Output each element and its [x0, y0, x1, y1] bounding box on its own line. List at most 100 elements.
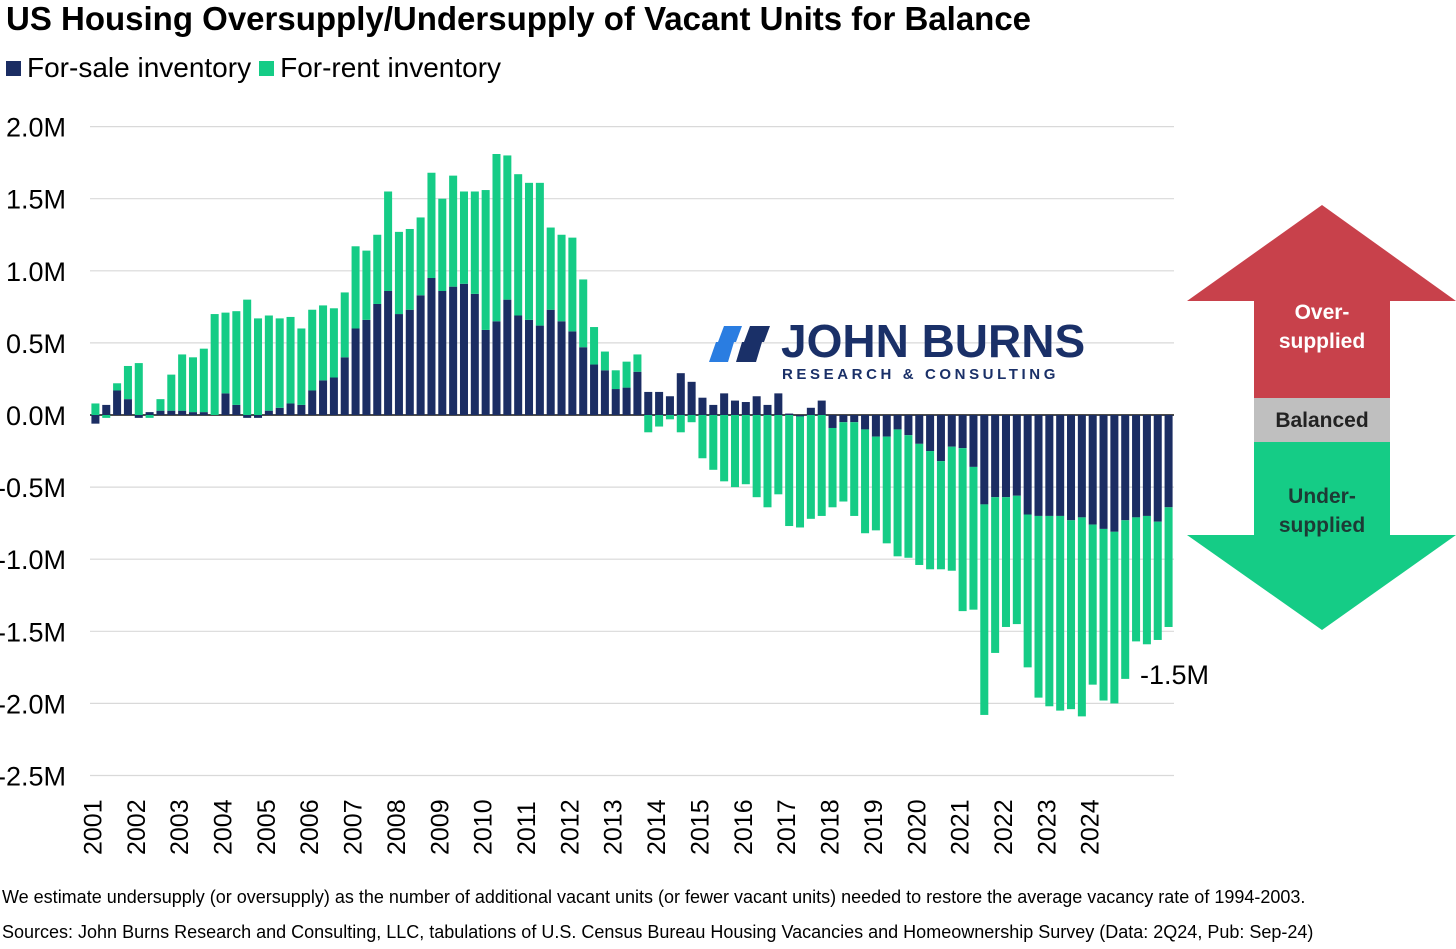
bar-for-sale: [1001, 415, 1010, 498]
bar-for-rent: [91, 403, 100, 415]
bar-for-rent: [676, 415, 685, 433]
bar-for-sale: [546, 309, 555, 415]
bar-for-sale: [590, 364, 599, 415]
bar-for-sale: [264, 410, 273, 415]
bar-for-rent: [384, 191, 393, 291]
bar-for-rent: [1023, 514, 1032, 668]
legend-label-for-rent: For-rent inventory: [280, 52, 502, 83]
bar-for-rent: [893, 429, 902, 557]
undersupplied-arrow: [1187, 442, 1456, 630]
bar-for-rent: [243, 299, 252, 415]
x-tick-label: 2010: [470, 799, 498, 855]
bar-for-rent: [1164, 507, 1173, 627]
bar-for-sale: [763, 404, 772, 415]
bar-for-sale: [1077, 415, 1086, 518]
bar-for-sale: [698, 397, 707, 415]
bar-for-rent: [329, 308, 338, 378]
bar-for-sale: [535, 325, 544, 415]
bar-for-rent: [394, 231, 403, 315]
bar-for-sale: [980, 415, 989, 505]
bar-for-rent: [622, 361, 631, 388]
bar-for-rent: [514, 174, 523, 316]
bar-for-sale: [915, 415, 924, 444]
y-tick-label: 0.0M: [6, 401, 66, 431]
bar-for-sale: [1045, 415, 1054, 516]
bar-for-sale: [1023, 415, 1032, 515]
bar-for-sale: [275, 407, 284, 415]
bar-for-sale: [405, 309, 414, 415]
bar-for-sale: [817, 400, 826, 415]
bar-for-sale: [1088, 415, 1097, 525]
bar-for-sale: [514, 315, 523, 415]
bar-for-sale: [134, 415, 143, 418]
chart-title: US Housing Oversupply/Undersupply of Vac…: [6, 0, 1032, 37]
bar-for-sale: [774, 393, 783, 415]
bar-for-rent: [730, 415, 739, 488]
bar-for-rent: [156, 399, 165, 411]
bar-for-rent: [286, 316, 295, 404]
chart-bars: [91, 154, 1173, 717]
bar-for-rent: [665, 415, 674, 420]
oversupplied-arrow: [1187, 205, 1456, 398]
legend-label-for-sale: For-sale inventory: [27, 52, 252, 83]
x-tick-label: 2008: [383, 799, 411, 855]
bar-for-rent: [1088, 524, 1097, 685]
bar-for-rent: [1110, 531, 1119, 704]
bar-for-rent: [1099, 528, 1108, 701]
bar-for-sale: [936, 415, 945, 462]
bar-for-sale: [102, 404, 111, 415]
bar-for-rent: [655, 415, 664, 427]
bar-for-sale: [438, 290, 447, 415]
x-tick-label: 2018: [817, 799, 845, 855]
bar-for-sale: [329, 377, 338, 415]
bar-for-sale: [709, 404, 718, 415]
bar-for-rent: [449, 175, 458, 287]
bar-for-rent: [698, 415, 707, 459]
x-tick-label: 2003: [166, 799, 194, 855]
x-tick-label: 2024: [1077, 799, 1105, 855]
bar-for-sale: [503, 299, 512, 415]
bar-for-rent: [1001, 497, 1010, 627]
bar-for-rent: [503, 155, 512, 300]
bar-for-sale: [243, 415, 252, 418]
bar-for-rent: [763, 415, 772, 508]
bar-for-sale: [351, 328, 360, 415]
bar-for-rent: [926, 451, 935, 570]
bar-for-rent: [1077, 517, 1086, 717]
bar-for-sale: [1099, 415, 1108, 529]
bar-for-sale: [1110, 415, 1119, 532]
bar-for-sale: [557, 321, 566, 415]
bar-for-sale: [525, 319, 534, 415]
bar-for-sale: [449, 286, 458, 415]
bar-for-rent: [796, 416, 805, 528]
x-tick-label: 2005: [253, 799, 281, 855]
logo-name: JOHN BURNS: [781, 315, 1086, 367]
bar-for-rent: [850, 422, 859, 516]
legend-item-for-rent: For-rent inventory: [259, 52, 501, 84]
bar-for-rent: [633, 354, 642, 372]
bar-for-rent: [590, 327, 599, 365]
x-tick-label: 2001: [79, 799, 107, 855]
bar-for-sale: [611, 389, 620, 415]
bar-for-rent: [644, 415, 653, 433]
bar-for-sale: [991, 415, 1000, 498]
bar-for-rent: [1045, 515, 1054, 707]
x-tick-label: 2017: [773, 799, 801, 855]
bar-for-sale: [806, 407, 815, 415]
bar-for-rent: [1034, 515, 1043, 698]
bar-for-rent: [297, 328, 306, 405]
bar-for-sale: [785, 413, 794, 415]
bar-for-sale: [384, 290, 393, 415]
bar-for-rent: [308, 309, 317, 391]
bar-for-sale: [839, 415, 848, 423]
bar-for-rent: [839, 422, 848, 502]
y-tick-label: -2.5M: [0, 762, 66, 792]
bar-for-sale: [882, 415, 891, 437]
bar-for-sale: [969, 415, 978, 467]
bar-for-sale: [1153, 415, 1162, 522]
x-tick-label: 2022: [990, 799, 1018, 855]
bar-for-rent: [145, 415, 154, 418]
bar-for-sale: [958, 415, 967, 449]
bar-for-sale: [904, 415, 913, 436]
bar-for-sale: [481, 329, 490, 415]
